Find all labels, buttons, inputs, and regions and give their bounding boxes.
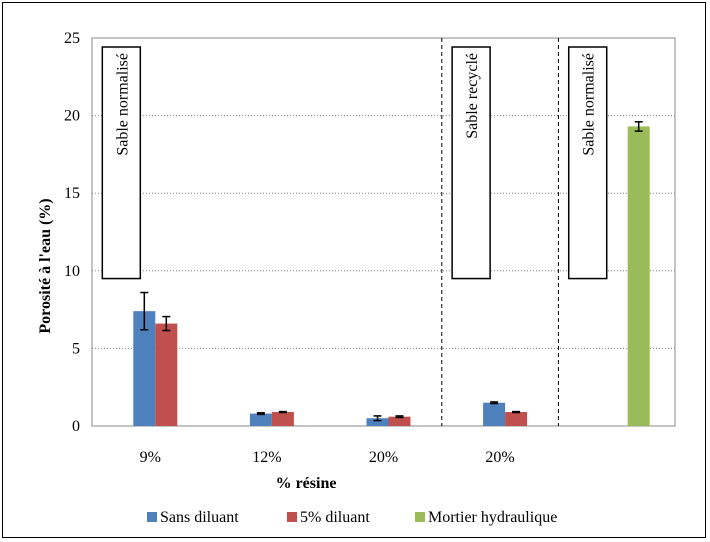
bar: [627, 126, 650, 427]
bars: [133, 126, 650, 427]
x-tick-label: 20%: [485, 449, 514, 466]
bar: [249, 413, 272, 426]
bar: [133, 311, 156, 426]
x-tick-label: 20%: [369, 449, 398, 466]
y-tick-labels: 0 5 10 15 20 25: [64, 30, 80, 435]
y-tick-label: 5: [72, 340, 80, 357]
bar: [366, 418, 389, 426]
legend-swatch: [287, 512, 297, 522]
y-tick-label: 15: [64, 185, 80, 202]
annotation-box: [101, 46, 142, 280]
y-tick-label: 0: [72, 418, 80, 435]
x-axis-title: % résine: [276, 475, 337, 492]
x-tick-label: 9%: [140, 449, 161, 466]
bar: [483, 402, 506, 426]
annotation-boxes: Sable normalisé Sable recyclé Sable normal…: [101, 46, 608, 280]
bar: [388, 416, 411, 426]
legend: Sans diluant 5% diluant Mortier hydrauliqu…: [147, 509, 557, 526]
y-tick-label: 25: [64, 30, 80, 47]
legend-label: Mortier hydraulique: [428, 509, 557, 526]
bar: [271, 412, 294, 426]
group-separators: [441, 38, 559, 426]
annotation-box: [567, 46, 608, 280]
annotation-label: Sable normalisé: [114, 53, 131, 156]
annotation-label: Sable recyclé: [464, 53, 481, 139]
x-tick-label: 12%: [252, 449, 281, 466]
y-tick-label: 10: [64, 263, 80, 280]
annotation-box: [451, 46, 491, 280]
x-tick-labels: 9% 12% 20% 20%: [140, 449, 515, 466]
bar: [505, 412, 528, 426]
legend-label: 5% diluant: [300, 509, 370, 526]
annotation-label: Sable normalisé: [581, 53, 598, 156]
legend-label: Sans diluant: [160, 509, 239, 526]
legend-swatch: [415, 512, 425, 522]
y-tick-label: 20: [64, 108, 80, 125]
error-bars: [140, 121, 643, 422]
y-axis-title: Porosité à l'eau (%): [37, 198, 54, 333]
bar: [155, 323, 178, 426]
legend-swatch: [147, 512, 157, 522]
